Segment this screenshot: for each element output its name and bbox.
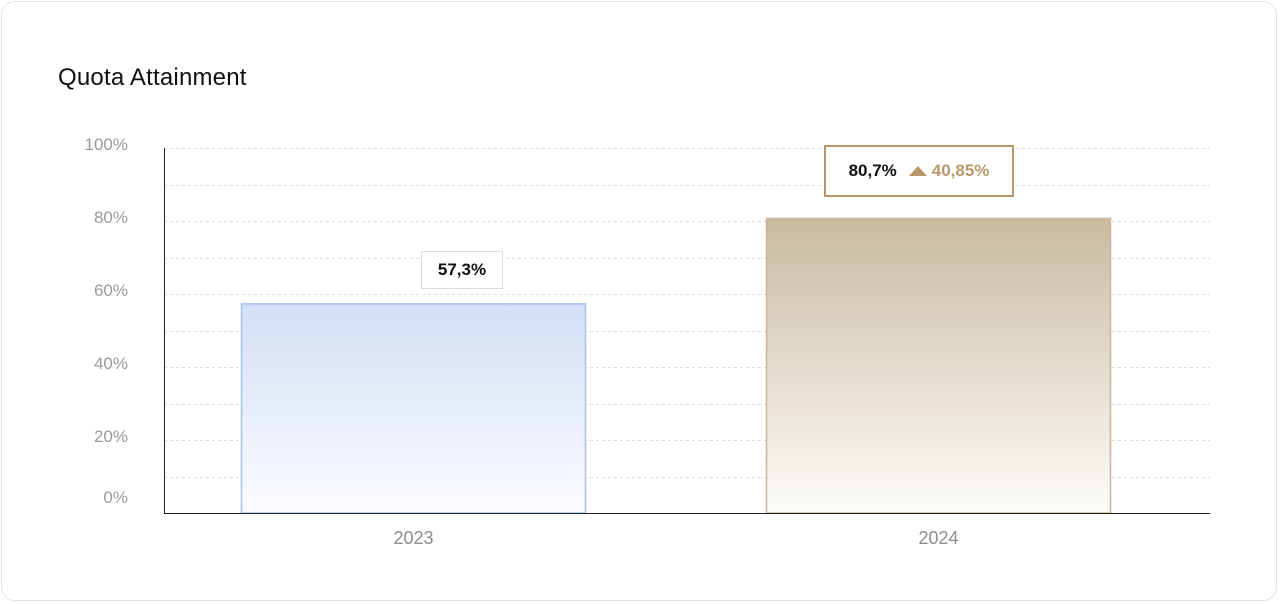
y-tick-label: 100% [85, 135, 128, 154]
y-tick-label: 80% [94, 208, 128, 227]
bar-2023 [240, 303, 587, 514]
x-axis-ticks: 2023 2024 [393, 528, 958, 548]
y-tick-label: 40% [94, 354, 128, 373]
value-label: 57,3% [437, 260, 487, 279]
triangle-up-icon [908, 166, 927, 176]
y-tick-label: 20% [94, 427, 128, 446]
x-tick-label: 2023 [393, 528, 433, 548]
chart-title: Quota Attainment [58, 64, 247, 91]
data-label-2023: 57,3% [421, 251, 503, 289]
change-indicator: 40,85% [908, 161, 990, 181]
data-label-2024: 80,7% 40,85% [824, 145, 1014, 197]
y-tick-label: 60% [94, 281, 128, 300]
y-axis-ticks: 0% 20% 40% 60% 80% 100% [85, 135, 128, 507]
change-label: 40,85% [931, 161, 990, 180]
bar-2024 [765, 217, 1112, 514]
x-tick-label: 2024 [918, 528, 958, 548]
y-tick-label: 0% [103, 488, 128, 507]
value-label: 80,7% [848, 161, 897, 180]
bars [240, 217, 1112, 514]
